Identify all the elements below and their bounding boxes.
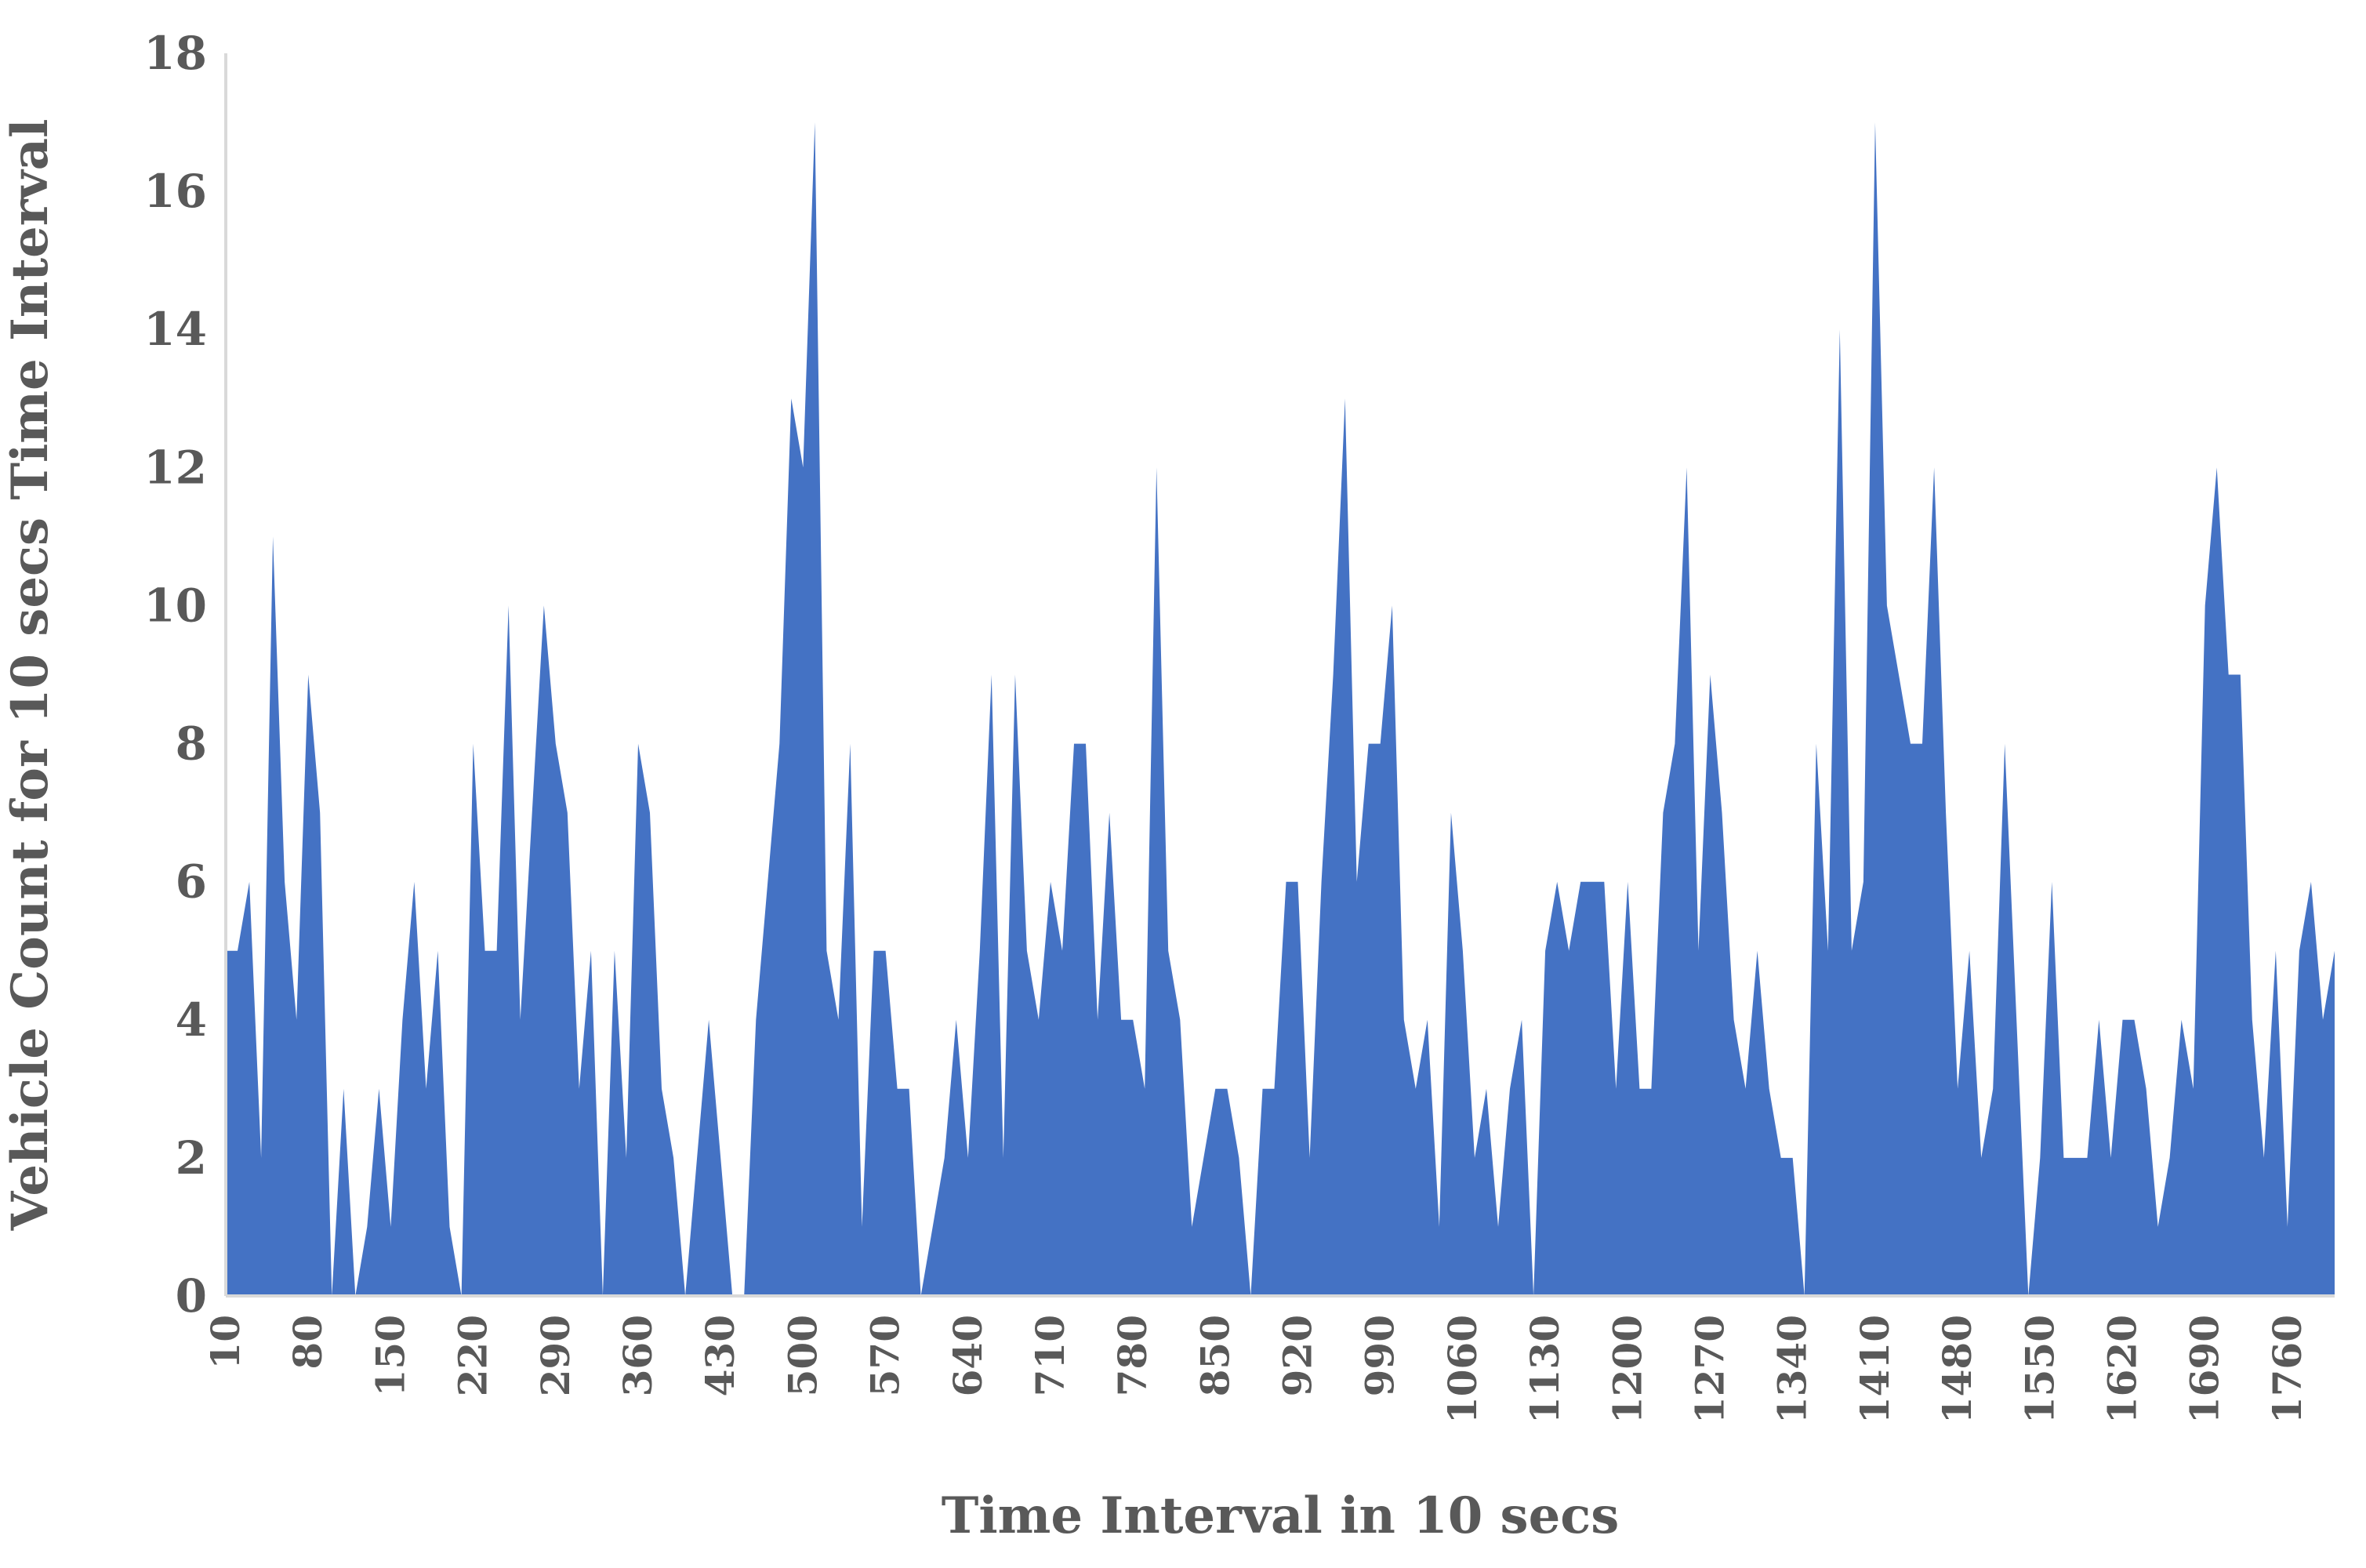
- x-tick-label: 1200: [1604, 1315, 1650, 1424]
- y-tick-label: 8: [176, 717, 207, 771]
- x-tick-label: 1480: [1934, 1315, 1980, 1424]
- y-tick-labels: 0 2 4 6 8 10 12 14 16 18: [143, 27, 207, 1323]
- x-tick-label: 850: [1192, 1315, 1238, 1396]
- x-tick-label: 1550: [2016, 1315, 2063, 1424]
- x-tick-label: 500: [779, 1315, 826, 1396]
- y-tick-label: 6: [176, 855, 207, 909]
- y-tick-label: 12: [143, 441, 207, 494]
- x-tick-label: 640: [945, 1315, 991, 1396]
- x-tick-label: 150: [367, 1315, 413, 1396]
- x-tick-label: 710: [1027, 1315, 1073, 1396]
- x-tick-label: 290: [532, 1315, 579, 1396]
- x-axis-title: Time Interval in 10 secs: [942, 1486, 1620, 1545]
- x-tick-label: 990: [1357, 1315, 1403, 1396]
- x-tick-labels: 10 80 150 220 290 360 430 500 570 640 710 780 850 920…: [202, 1315, 2310, 1424]
- y-tick-label: 18: [143, 27, 207, 80]
- x-tick-label: 430: [697, 1315, 743, 1396]
- x-tick-label: 920: [1275, 1315, 1321, 1396]
- x-tick-label: 1130: [1522, 1315, 1568, 1424]
- series-area: [226, 122, 2335, 1297]
- x-tick-label: 80: [285, 1315, 331, 1370]
- y-tick-label: 16: [143, 165, 207, 218]
- y-tick-label: 2: [176, 1131, 207, 1185]
- area-layer: [226, 122, 2335, 1297]
- x-tick-label: 10: [202, 1315, 249, 1370]
- y-tick-label: 14: [143, 303, 207, 356]
- y-axis-title: Vehicle Count for 10 secs Time Interval: [1, 119, 60, 1232]
- x-tick-label: 360: [615, 1315, 661, 1396]
- x-tick-label: 1410: [1852, 1315, 1898, 1424]
- x-tick-label: 780: [1109, 1315, 1156, 1396]
- x-tick-label: 1340: [1769, 1315, 1816, 1424]
- x-tick-label: 1060: [1439, 1315, 1486, 1424]
- y-tick-label: 0: [176, 1269, 207, 1323]
- x-tick-label: 1270: [1687, 1315, 1733, 1424]
- y-tick-label: 10: [143, 579, 207, 632]
- x-tick-label: 1690: [2182, 1315, 2228, 1424]
- x-tick-label: 1760: [2264, 1315, 2310, 1424]
- axes: [224, 53, 2335, 1298]
- x-tick-label: 1620: [2099, 1315, 2146, 1424]
- y-tick-label: 4: [176, 993, 207, 1047]
- x-tick-label: 570: [862, 1315, 909, 1396]
- x-tick-label: 220: [450, 1315, 496, 1396]
